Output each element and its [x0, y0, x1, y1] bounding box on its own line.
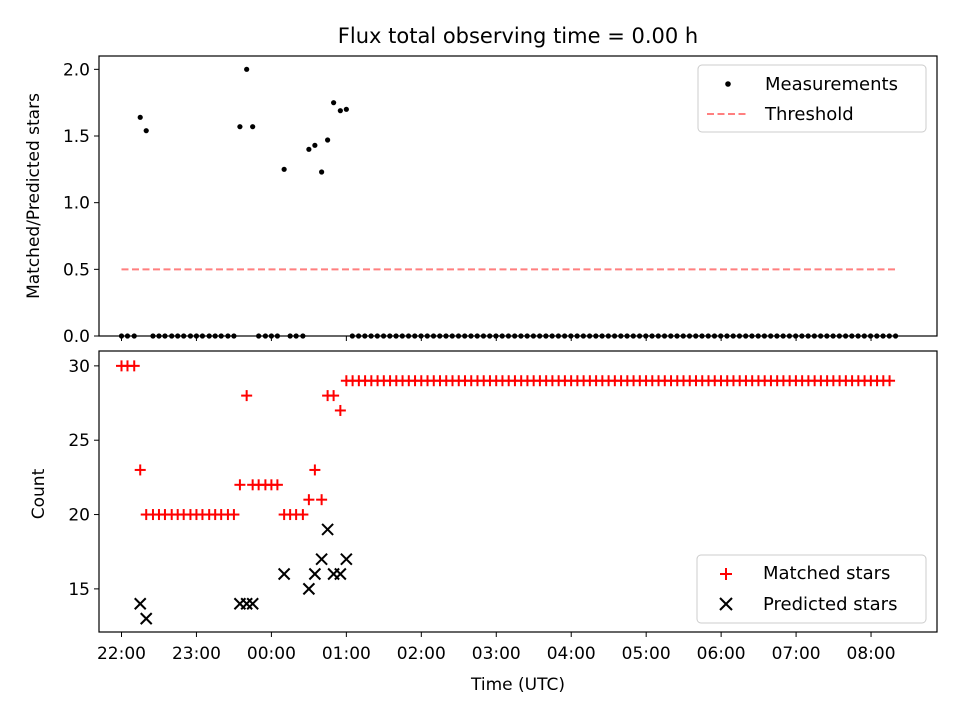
- measurement-point: [337, 108, 343, 114]
- predicted-star-point: [321, 523, 334, 536]
- predicted-star-point: [302, 582, 316, 596]
- y-tick-label: 15: [68, 580, 90, 600]
- matched-star-point: [316, 494, 328, 506]
- y-tick-label: 30: [68, 357, 90, 377]
- x-tick-label: 22:00: [97, 644, 146, 664]
- x-tick-label: 08:00: [847, 644, 896, 664]
- measurement-point: [250, 124, 256, 130]
- predicted-star-point: [308, 567, 322, 581]
- measurement-point: [312, 142, 318, 148]
- bottom-legend: Matched stars Predicted stars: [696, 554, 927, 624]
- bottom-plot-marks: [115, 360, 896, 625]
- legend-matched-marker: [720, 568, 732, 580]
- matched-star-point: [884, 375, 896, 387]
- legend-predicted-label: Predicted stars: [763, 594, 897, 615]
- y-tick-label: 20: [68, 506, 90, 526]
- top-plot: 0.00.51.01.52.0 Matched/Predicted stars …: [24, 55, 938, 347]
- measurement-point: [343, 106, 349, 112]
- measurement-point: [237, 124, 243, 130]
- legend-measurements-marker: [725, 81, 731, 87]
- measurement-point: [143, 128, 149, 134]
- x-tick-label: 04:00: [547, 644, 596, 664]
- legend-matched-label: Matched stars: [763, 563, 890, 584]
- bottom-plot: 15 20 25 30 22:00 23:00 00:00 01:00 02:00 03:00 0…: [29, 350, 938, 695]
- measurement-point: [319, 169, 325, 175]
- predicted-star-point: [277, 567, 291, 581]
- y-tick-label: 25: [68, 431, 90, 451]
- measurement-point: [306, 146, 312, 152]
- chart-title: Flux total observing time = 0.00 h: [338, 24, 698, 48]
- y-tick-label: 1.5: [63, 127, 90, 147]
- predicted-star-point: [315, 552, 328, 566]
- top-legend: Measurements Threshold: [697, 64, 927, 133]
- x-tick-label: 03:00: [472, 644, 521, 664]
- predicted-star-point: [140, 612, 153, 625]
- predicted-star-point: [134, 597, 147, 610]
- legend-measurements-label: Measurements: [765, 74, 898, 95]
- legend-predicted-marker: [719, 597, 733, 611]
- bottom-x-ticks: 22:00 23:00 00:00 01:00 02:00 03:00 04:00 05:00…: [97, 632, 896, 664]
- matched-star-point: [334, 404, 346, 416]
- top-y-axis-label: Matched/Predicted stars: [24, 93, 44, 299]
- matched-star-point: [271, 479, 283, 491]
- top-y-ticks: 0.0 0.5 1.0 1.5 2.0: [63, 60, 99, 347]
- y-tick-label: 1.0: [63, 194, 90, 214]
- measurement-point: [244, 66, 250, 72]
- predicted-star-point: [246, 597, 259, 610]
- x-tick-label: 05:00: [622, 644, 671, 664]
- matched-star-point: [297, 509, 309, 521]
- matched-star-point: [134, 464, 146, 476]
- y-tick-label: 0.0: [63, 327, 90, 347]
- measurement-point: [281, 166, 287, 172]
- y-tick-label: 2.0: [63, 60, 90, 80]
- legend-threshold-label: Threshold: [764, 104, 854, 125]
- x-tick-label: 06:00: [697, 644, 746, 664]
- predicted-star-point: [334, 567, 347, 581]
- top-legend-box: [697, 64, 927, 133]
- predicted-star-point: [240, 597, 253, 610]
- top-x-ticks: [120, 336, 872, 341]
- predicted-star-point: [340, 552, 353, 566]
- measurement-point: [137, 114, 143, 120]
- matched-star-point: [241, 390, 253, 402]
- x-tick-label: 00:00: [247, 644, 296, 664]
- x-tick-label: 02:00: [397, 644, 446, 664]
- matched-star-point: [303, 494, 315, 506]
- x-tick-label: 01:00: [322, 644, 371, 664]
- measurement-point: [325, 137, 331, 143]
- matched-star-point: [328, 390, 340, 402]
- matched-star-point: [228, 509, 240, 521]
- bottom-y-axis-label: Count: [29, 468, 49, 519]
- bottom-plot-frame: [98, 350, 938, 633]
- y-tick-label: 0.5: [63, 260, 90, 280]
- measurement-point: [331, 100, 337, 106]
- top-plot-frame: [98, 55, 938, 337]
- matched-star-point: [309, 464, 321, 476]
- x-tick-label: 07:00: [772, 644, 821, 664]
- matched-star-point: [128, 360, 140, 372]
- bottom-y-ticks: 15 20 25 30: [68, 357, 99, 600]
- matched-star-point: [234, 479, 246, 491]
- x-axis-label: Time (UTC): [470, 675, 565, 695]
- bottom-legend-box: [696, 554, 927, 624]
- x-tick-label: 23:00: [172, 644, 221, 664]
